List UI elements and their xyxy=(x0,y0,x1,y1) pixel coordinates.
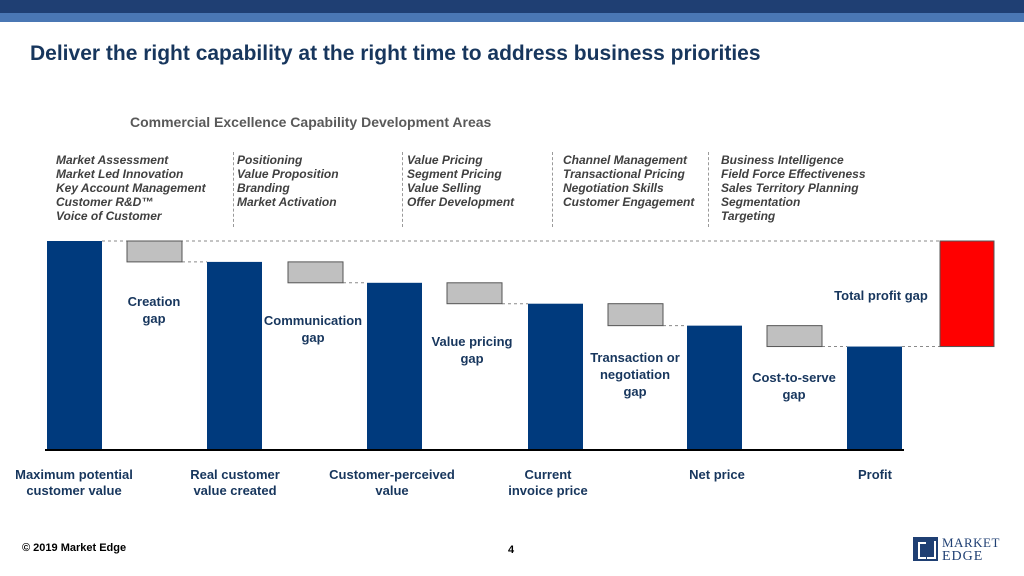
bar-maximum-potential-customer-value xyxy=(47,241,102,450)
header-band-dark xyxy=(0,0,1024,13)
gap-label: Value pricing xyxy=(432,334,513,349)
capability-item: Transactional Pricing xyxy=(563,167,685,181)
capability-column-communication: Positioning Value Proposition Branding M… xyxy=(237,153,339,209)
category-label: customer value xyxy=(26,483,121,498)
bar-current-invoice-price xyxy=(528,303,583,450)
gap-label: gap xyxy=(301,330,324,345)
gap-box xyxy=(287,261,344,284)
capability-column-pricing: Value Pricing Segment Pricing Value Sell… xyxy=(407,153,514,209)
category-label: invoice price xyxy=(508,483,587,498)
capability-item: Value Proposition xyxy=(237,167,339,181)
gap-label: negotiation xyxy=(600,367,670,382)
gap-label: gap xyxy=(460,351,483,366)
gap-box xyxy=(126,240,183,263)
capability-item: Channel Management xyxy=(563,153,688,167)
gap-label: Creation xyxy=(128,294,181,309)
gap-label: gap xyxy=(623,384,646,399)
total-profit-gap-bar xyxy=(939,240,995,348)
category-label: Net price xyxy=(689,467,745,482)
category-label: Real customer xyxy=(190,467,280,482)
category-label: value created xyxy=(193,483,276,498)
category-label: Current xyxy=(525,467,573,482)
gap-label: Cost-to-serve xyxy=(752,370,836,385)
category-label: value xyxy=(375,483,408,498)
capability-item: Value Selling xyxy=(407,181,482,195)
capability-item: Field Force Effectiveness xyxy=(721,167,866,181)
column-divider xyxy=(552,152,553,227)
page-number: 4 xyxy=(508,544,515,556)
gap-box xyxy=(446,282,503,305)
capability-column-creation: Market Assessment Market Led Innovation … xyxy=(56,153,206,223)
capability-item: Customer Engagement xyxy=(563,195,695,209)
gap-box xyxy=(766,325,823,348)
capability-item: Segment Pricing xyxy=(407,167,502,181)
capability-item: Sales Territory Planning xyxy=(721,181,859,195)
column-divider xyxy=(233,152,234,227)
capability-item: Negotiation Skills xyxy=(563,181,664,195)
bar-net-price xyxy=(687,325,742,450)
chart-subtitle: Commercial Excellence Capability Develop… xyxy=(130,114,492,130)
category-label: Customer-perceived xyxy=(329,467,455,482)
bar-customer-perceived-value xyxy=(367,282,422,450)
capability-item: Market Led Innovation xyxy=(56,167,184,181)
capability-column-cost: Business Intelligence Field Force Effect… xyxy=(721,153,866,223)
capability-item: Positioning xyxy=(237,153,303,167)
column-divider xyxy=(708,152,709,227)
gap-label: Transaction or xyxy=(590,350,680,365)
gap-box xyxy=(607,303,664,327)
capability-item: Value Pricing xyxy=(407,153,483,167)
copyright-text: © 2019 Market Edge xyxy=(22,542,127,554)
capability-item: Segmentation xyxy=(721,195,801,209)
logo-text-line2: EDGE xyxy=(942,549,984,564)
capability-item: Business Intelligence xyxy=(721,153,844,167)
gap-label: Communication xyxy=(264,313,362,328)
capability-column-transaction: Channel Management Transactional Pricing… xyxy=(563,153,694,209)
gap-label: gap xyxy=(142,311,165,326)
capability-item: Market Activation xyxy=(237,195,337,209)
bar-profit xyxy=(847,346,902,450)
capability-item: Targeting xyxy=(721,209,776,223)
capability-item: Key Account Management xyxy=(56,181,206,195)
page-title: Deliver the right capability at the righ… xyxy=(30,42,761,65)
category-label: Profit xyxy=(858,467,893,482)
total-gap-label: Total profit gap xyxy=(834,288,928,303)
gap-label: gap xyxy=(782,387,805,402)
logo-text-line1: MARKET xyxy=(942,535,1000,550)
capability-item: Market Assessment xyxy=(56,153,169,167)
capability-item: Branding xyxy=(237,181,290,195)
company-logo: MARKET EDGE xyxy=(913,535,1009,565)
category-label: Maximum potential xyxy=(15,467,133,482)
column-divider xyxy=(402,152,403,227)
capability-item: Customer R&D™ xyxy=(56,195,154,209)
header-band-light xyxy=(0,13,1024,22)
bar-real-customer-value-created xyxy=(207,261,262,450)
logo-mark-icon xyxy=(913,537,938,561)
capability-item: Offer Development xyxy=(407,195,515,209)
capability-item: Voice of Customer xyxy=(56,209,162,223)
